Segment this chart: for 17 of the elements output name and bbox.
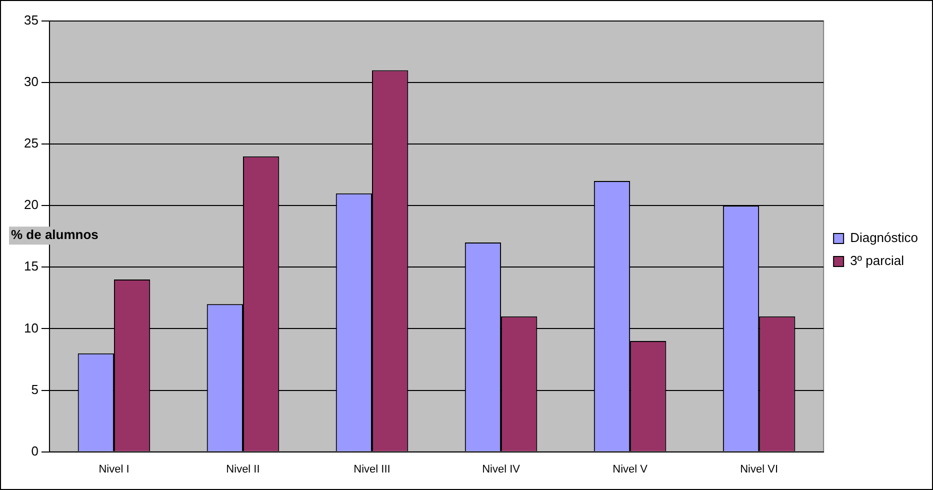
legend-label: Diagnóstico [850, 230, 918, 246]
y-tick-label: 30 [24, 74, 38, 90]
x-tick-label: Nivel I [98, 463, 130, 476]
y-tick-label: 20 [24, 197, 38, 212]
y-tick-label: 10 [24, 320, 38, 336]
x-tick-label: Nivel VI [740, 463, 778, 476]
y-axis-title: % de alumnos [11, 227, 98, 242]
x-tick-label: Nivel II [226, 463, 260, 476]
y-tick-label: 15 [24, 258, 38, 274]
x-tick-label: Nivel V [612, 463, 648, 476]
x-tick-label: Nivel IV [482, 463, 521, 476]
y-tick-label: 25 [24, 136, 38, 151]
x-tick-label: Nivel III [354, 463, 390, 476]
y-tick-label: 35 [24, 12, 38, 28]
legend-label: 3º parcial [850, 253, 904, 268]
y-tick-label: 5 [31, 382, 38, 397]
y-tick-label: 0 [31, 443, 38, 458]
